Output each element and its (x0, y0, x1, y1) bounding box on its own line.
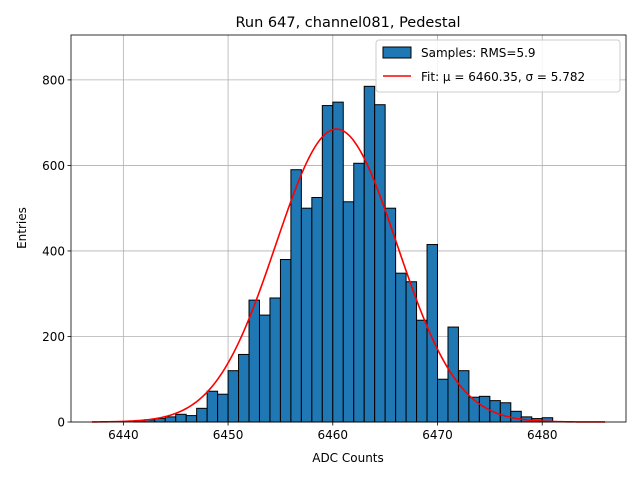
histogram-bar (353, 162, 365, 423)
x-tick-label: 6440 (108, 428, 139, 442)
chart-title: Run 647, channel081, Pedestal (235, 15, 460, 31)
y-tick-label: 400 (42, 244, 65, 258)
histogram-bar (258, 314, 271, 423)
legend-box (375, 39, 621, 93)
histogram-bar (175, 413, 187, 423)
histogram-bars (133, 85, 554, 423)
histogram-bar (416, 319, 428, 423)
histogram-bar (279, 259, 292, 423)
histogram-bar (510, 410, 522, 423)
x-tick-label: 6470 (422, 428, 453, 442)
y-axis-label: Entries (15, 207, 29, 249)
x-tick-label: 6480 (527, 428, 558, 442)
histogram-bar (321, 105, 334, 423)
histogram-bar (405, 281, 418, 423)
y-tick-label: 600 (42, 159, 65, 173)
histogram-bar (185, 415, 198, 423)
histogram-bar (217, 393, 229, 423)
y-tick-label: 200 (42, 330, 65, 344)
histogram-bar (164, 416, 177, 423)
legend-label-samples: Samples: RMS=5.9 (421, 46, 536, 60)
histogram-bar (311, 196, 323, 423)
histogram-bar (447, 326, 459, 423)
histogram-bar (499, 402, 512, 423)
x-axis-label: ADC Counts (312, 451, 384, 465)
histogram-bar (290, 169, 302, 423)
histogram-bar (300, 207, 313, 423)
y-tick-label: 800 (42, 73, 65, 87)
histogram-bar (238, 353, 250, 423)
legend: Samples: RMS=5.9 Fit: μ = 6460.35, σ = 5… (375, 39, 621, 93)
legend-swatch-samples (382, 46, 412, 59)
x-tick-label: 6460 (318, 428, 349, 442)
fit-curve (91, 128, 606, 423)
legend-label-fit: Fit: μ = 6460.35, σ = 5.782 (421, 70, 585, 84)
histogram-bar (384, 207, 397, 423)
histogram-bar (426, 244, 439, 423)
histogram-bar (437, 378, 449, 423)
plot-frame (70, 34, 627, 423)
histogram-bar (227, 370, 240, 423)
histogram-bar (248, 299, 260, 423)
histogram-bar (363, 85, 376, 423)
histogram-bar (269, 297, 281, 423)
y-tick-label: 0 (57, 416, 65, 430)
axis-ticks: 6440 6450 6460 6470 6480 0 200 400 600 800 (42, 73, 557, 442)
histogram-bar (457, 370, 470, 423)
histogram-bar (342, 201, 355, 423)
fit-curve-group (91, 128, 606, 423)
histogram-bar (395, 272, 407, 423)
histogram-bar (374, 104, 386, 423)
histogram-bar (332, 101, 344, 423)
x-tick-label: 6450 (213, 428, 244, 442)
histogram-bar (206, 390, 219, 423)
histogram-bar (196, 407, 208, 423)
